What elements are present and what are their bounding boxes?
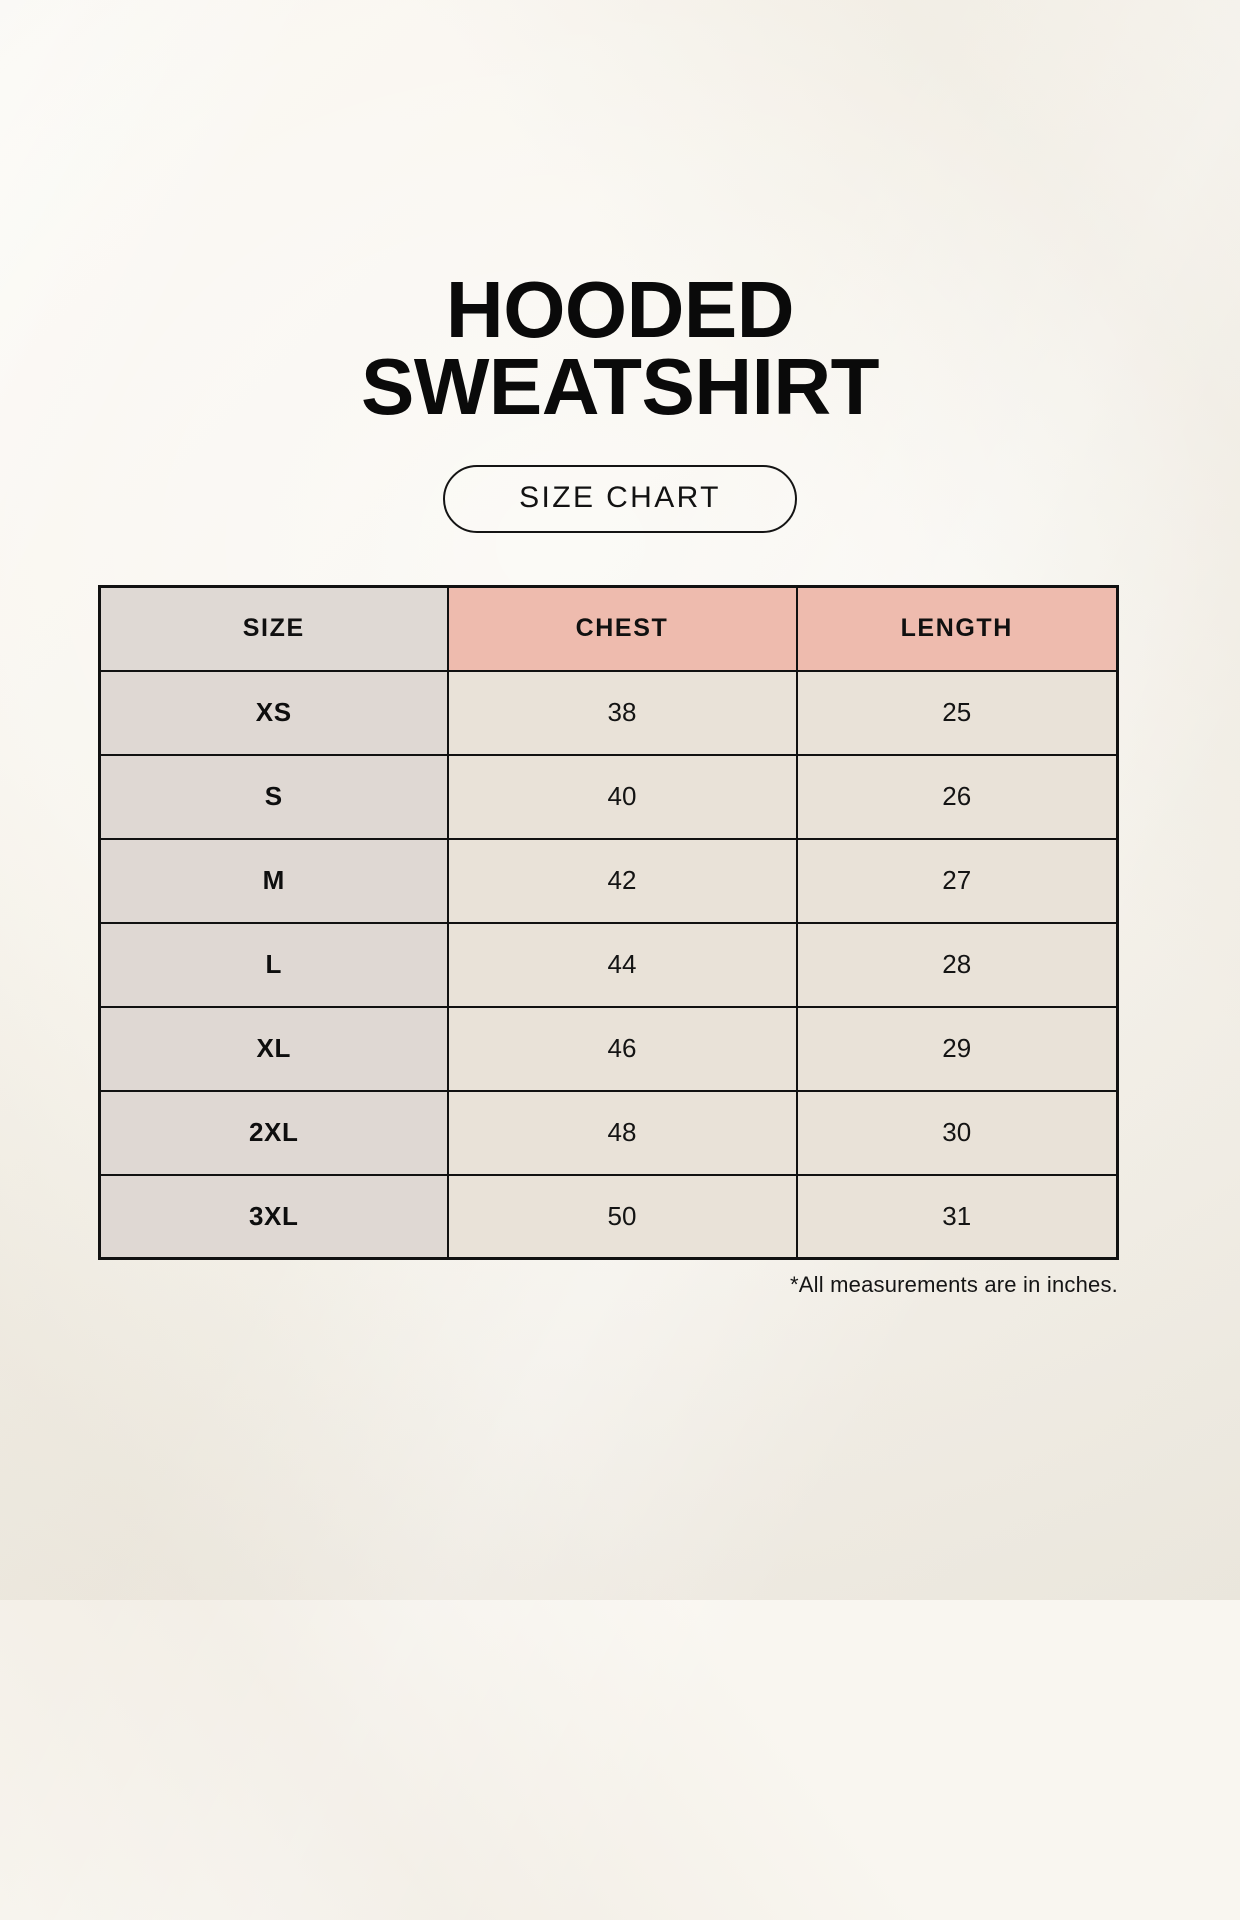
table-row: XL 46 29 xyxy=(98,1005,1119,1092)
table-header-row: SIZE CHEST LENGTH xyxy=(98,585,1119,672)
cell-size: M xyxy=(98,837,449,924)
table-row: 3XL 50 31 xyxy=(98,1173,1119,1260)
cell-size: L xyxy=(98,921,449,1008)
cell-length: 26 xyxy=(795,753,1119,840)
cell-chest: 48 xyxy=(446,1089,798,1176)
column-header-chest: CHEST xyxy=(446,585,798,672)
cell-length: 31 xyxy=(795,1173,1119,1260)
cell-length: 28 xyxy=(795,921,1119,1008)
cell-size: S xyxy=(98,753,449,840)
size-chart-page: HOODED SWEATSHIRT SIZE CHART SIZE CHEST … xyxy=(0,265,1240,1297)
page-title-line-1: HOODED xyxy=(445,265,795,354)
cell-size: XL xyxy=(98,1005,449,1092)
column-header-size: SIZE xyxy=(98,585,449,672)
size-table-header: SIZE CHEST LENGTH xyxy=(98,585,1119,672)
size-chart-badge-container: SIZE CHART xyxy=(0,465,1240,533)
cell-chest: 44 xyxy=(446,921,798,1008)
table-row: 2XL 48 30 xyxy=(98,1089,1119,1176)
table-row: L 44 28 xyxy=(98,921,1119,1008)
table-row: S 40 26 xyxy=(98,753,1119,840)
cell-size: 2XL xyxy=(98,1089,449,1176)
cell-chest: 46 xyxy=(446,1005,798,1092)
table-row: M 42 27 xyxy=(98,837,1119,924)
table-row: XS 38 25 xyxy=(98,669,1119,756)
cell-size: XS xyxy=(98,669,449,756)
cell-length: 27 xyxy=(795,837,1119,924)
size-table: SIZE CHEST LENGTH XS 38 25 S 40 26 M xyxy=(98,585,1119,1260)
measurement-units-note: *All measurements are in inches. xyxy=(790,1272,1118,1297)
cell-chest: 38 xyxy=(446,669,798,756)
cell-length: 30 xyxy=(795,1089,1119,1176)
size-table-body: XS 38 25 S 40 26 M 42 27 L 44 28 xyxy=(98,669,1119,1260)
cell-length: 25 xyxy=(795,669,1119,756)
cell-chest: 42 xyxy=(446,837,798,924)
page-title: HOODED SWEATSHIRT xyxy=(0,265,1240,431)
cell-chest: 50 xyxy=(446,1173,798,1260)
cell-length: 29 xyxy=(795,1005,1119,1092)
size-table-container: SIZE CHEST LENGTH XS 38 25 S 40 26 M xyxy=(98,585,1119,1260)
column-header-length: LENGTH xyxy=(795,585,1119,672)
size-chart-badge: SIZE CHART xyxy=(443,465,797,533)
page-title-line-2: SWEATSHIRT xyxy=(361,341,879,431)
cell-size: 3XL xyxy=(98,1173,449,1260)
cell-chest: 40 xyxy=(446,753,798,840)
